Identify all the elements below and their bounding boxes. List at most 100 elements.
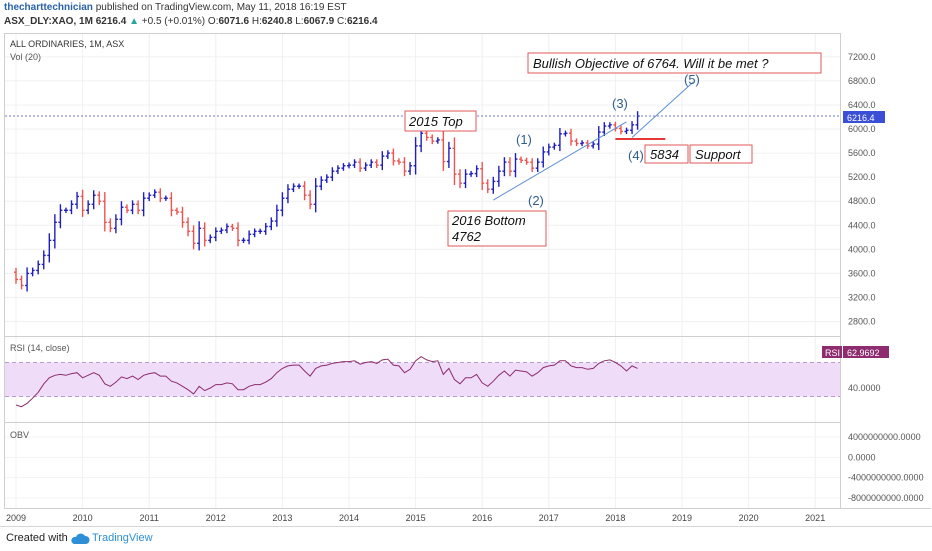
- quote-line: ASX_DLY:XAO, 1M 6216.4 ▲ +0.5 (+0.01%) O…: [4, 16, 378, 27]
- chart-canvas[interactable]: 7200.0 6800.0 6400.0 6000.0 5600.0 5200.0 4800…: [0, 0, 932, 526]
- rsi-indicator-label[interactable]: RSI (14, close): [10, 343, 70, 353]
- ohlc-bar: [380, 151, 385, 171]
- ohlc-bar: [14, 267, 18, 284]
- year-tick-label: 2010: [73, 513, 93, 523]
- open-value: 6071.6: [218, 16, 250, 27]
- obv-tick-label: 0.0000: [848, 452, 876, 462]
- ohlc-bar: [396, 158, 401, 165]
- ohlc-bar: [369, 159, 374, 169]
- ohlc-bar: [191, 225, 196, 250]
- ohlc-bar: [19, 275, 24, 290]
- last-price-badge-label: 6216.4: [847, 113, 875, 123]
- ohlc-bar: [335, 165, 340, 175]
- price-tick-label: 6800.0: [848, 76, 876, 86]
- ohlc-bar: [230, 223, 235, 231]
- ohlc-bar: [602, 122, 607, 136]
- ohlc-bar: [302, 181, 307, 201]
- price-tick-label: 5200.0: [848, 172, 876, 182]
- ohlc-bar: [36, 260, 41, 275]
- high-value: 6240.8: [261, 16, 293, 27]
- author-username[interactable]: thecharttechnician: [4, 2, 93, 13]
- ohlc-bar: [347, 162, 351, 169]
- obv-pane-frame: [4, 422, 841, 509]
- ohlc-bar: [308, 190, 313, 210]
- price-tick-label: 6400.0: [848, 100, 876, 110]
- bottom-2016-annotation: 2016 Bottom: [451, 213, 526, 228]
- price-tick-label: 4800.0: [848, 196, 876, 206]
- ohlc-bar: [285, 184, 290, 204]
- support-value-annotation: 5834: [650, 147, 679, 162]
- ohlc-bar: [80, 189, 85, 217]
- year-tick-label: 2013: [272, 513, 292, 523]
- ohlc-bar: [469, 170, 474, 177]
- ohlc-bar: [297, 183, 302, 189]
- ohlc-bar: [30, 267, 35, 277]
- ohlc-bar: [113, 214, 118, 234]
- publish-line: thecharttechnician published on TradingV…: [4, 2, 347, 13]
- ohlc-bar: [163, 195, 168, 201]
- year-tick-label: 2016: [472, 513, 492, 523]
- support-word-annotation: Support: [695, 147, 742, 162]
- tradingview-cloud-icon[interactable]: [70, 533, 90, 545]
- footer: Created with TradingView: [0, 526, 932, 551]
- objective-annotation-box: [527, 52, 822, 74]
- ohlc-bar: [125, 204, 129, 214]
- ohlc-bar: [47, 233, 52, 263]
- ohlc-bar: [402, 157, 407, 177]
- price-tick-label: 7200.0: [848, 52, 876, 62]
- ohlc-bar: [69, 200, 74, 215]
- price-tick-label: 2800.0: [848, 317, 876, 327]
- created-with-label: Created with: [6, 532, 68, 544]
- ohlc-bar: [158, 188, 163, 203]
- ohlc-bar: [119, 201, 124, 226]
- ohlc-bar: [569, 128, 573, 146]
- price-tick-label: 4000.0: [848, 244, 876, 254]
- ohlc-bar: [269, 217, 274, 231]
- open-label: O:: [207, 16, 219, 27]
- ohlc-bar: [97, 191, 102, 206]
- tradingview-brand[interactable]: TradingView: [92, 532, 153, 544]
- ohlc-bar: [557, 128, 562, 152]
- obv-indicator-label[interactable]: OBV: [10, 430, 29, 440]
- ohlc-bar: [25, 267, 30, 292]
- ohlc-bar: [441, 130, 446, 171]
- ohlc-bar: [430, 134, 435, 145]
- year-tick-label: 2020: [739, 513, 759, 523]
- close-value: 6216.4: [346, 16, 378, 27]
- ohlc-bar: [252, 228, 257, 238]
- year-tick-label: 2021: [805, 513, 825, 523]
- low-value: 6067.9: [303, 16, 335, 27]
- ohlc-bar: [363, 162, 368, 172]
- ohlc-bar: [408, 162, 413, 175]
- price-tick-label: 3600.0: [848, 268, 876, 278]
- ohlc-bar: [591, 141, 596, 149]
- up-triangle-icon: ▲: [129, 16, 139, 27]
- ohlc-bar: [502, 157, 507, 177]
- year-tick-label: 2018: [605, 513, 625, 523]
- obv-tick-label: 4000000000.0000: [848, 432, 921, 442]
- ohlc-bar: [213, 227, 218, 242]
- ohlc-bar: [580, 140, 585, 147]
- ohlc-bar: [247, 230, 252, 245]
- ohlc-bar: [136, 200, 141, 215]
- ohlc-bar: [519, 156, 524, 163]
- time-axis: 2009 2010 2011 2012 2013 2014 2015 2016 2017 2018…: [6, 513, 825, 523]
- ohlc-bar: [52, 214, 57, 249]
- price-tick-label: 4400.0: [848, 220, 876, 230]
- obv-tick-label: -8000000000.0000: [848, 493, 924, 503]
- ohlc-bar: [202, 222, 207, 247]
- last-price: 6216.4: [95, 16, 127, 27]
- price-pane-frame: [4, 33, 841, 337]
- ohlc-bar: [513, 153, 518, 178]
- volume-indicator-label[interactable]: Vol (20): [10, 52, 41, 62]
- chart-header: thecharttechnician published on TradingV…: [0, 0, 932, 30]
- close-label: C:: [336, 16, 347, 27]
- ohlc-bar: [446, 141, 451, 168]
- ohlc-bar: [241, 237, 246, 243]
- top-2015-box: [404, 110, 477, 132]
- ohlc-bar: [507, 157, 512, 177]
- ohlc-bar: [197, 221, 202, 251]
- ohlc-bar: [75, 191, 80, 209]
- price-axis: 7200.0 6800.0 6400.0 6000.0 5600.0 5200.0 4800…: [848, 52, 924, 503]
- rsi-value-badge: [843, 346, 889, 358]
